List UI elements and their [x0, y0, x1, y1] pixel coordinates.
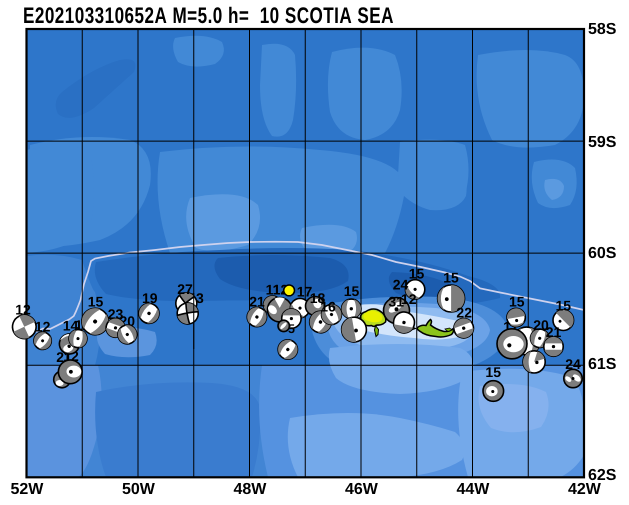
svg-text:58S: 58S [588, 21, 617, 38]
svg-text:46W: 46W [345, 481, 379, 498]
svg-text:16: 16 [320, 299, 336, 315]
svg-text:48W: 48W [234, 481, 268, 498]
svg-text:60S: 60S [588, 245, 617, 262]
svg-text:21: 21 [546, 324, 562, 340]
svg-text:22: 22 [456, 305, 472, 321]
svg-text:15: 15 [409, 266, 425, 282]
svg-text:21: 21 [249, 294, 265, 310]
svg-text:24: 24 [565, 356, 581, 372]
svg-text:15: 15 [509, 294, 525, 310]
svg-text:18: 18 [310, 290, 326, 306]
svg-text:23: 23 [108, 306, 124, 322]
svg-text:15: 15 [344, 283, 360, 299]
svg-text:E202103310652A M=5.0 h= 10 SC: E202103310652A M=5.0 h= 10 SCOTIA SEA [23, 3, 394, 28]
svg-text:52W: 52W [11, 481, 45, 498]
svg-text:27: 27 [177, 281, 193, 297]
svg-text:59S: 59S [588, 134, 617, 151]
svg-text:12: 12 [15, 302, 31, 318]
svg-text:44W: 44W [457, 481, 491, 498]
svg-text:20: 20 [533, 317, 549, 333]
svg-text:15: 15 [443, 270, 459, 286]
svg-text:31: 31 [388, 294, 404, 310]
svg-text:15: 15 [88, 294, 104, 310]
svg-text:5: 5 [288, 322, 295, 336]
svg-text:14: 14 [63, 318, 79, 334]
svg-text:15: 15 [556, 298, 572, 314]
svg-text:42W: 42W [568, 481, 602, 498]
svg-text:17: 17 [297, 284, 313, 300]
svg-text:62S: 62S [588, 467, 617, 484]
svg-text:15: 15 [485, 364, 501, 380]
svg-text:24: 24 [393, 277, 409, 293]
svg-text:12: 12 [401, 291, 417, 307]
svg-text:12: 12 [35, 319, 51, 335]
svg-text:50W: 50W [122, 481, 156, 498]
svg-text:61S: 61S [588, 356, 617, 373]
svg-text:11: 11 [266, 282, 281, 298]
svg-text:19: 19 [142, 290, 158, 306]
